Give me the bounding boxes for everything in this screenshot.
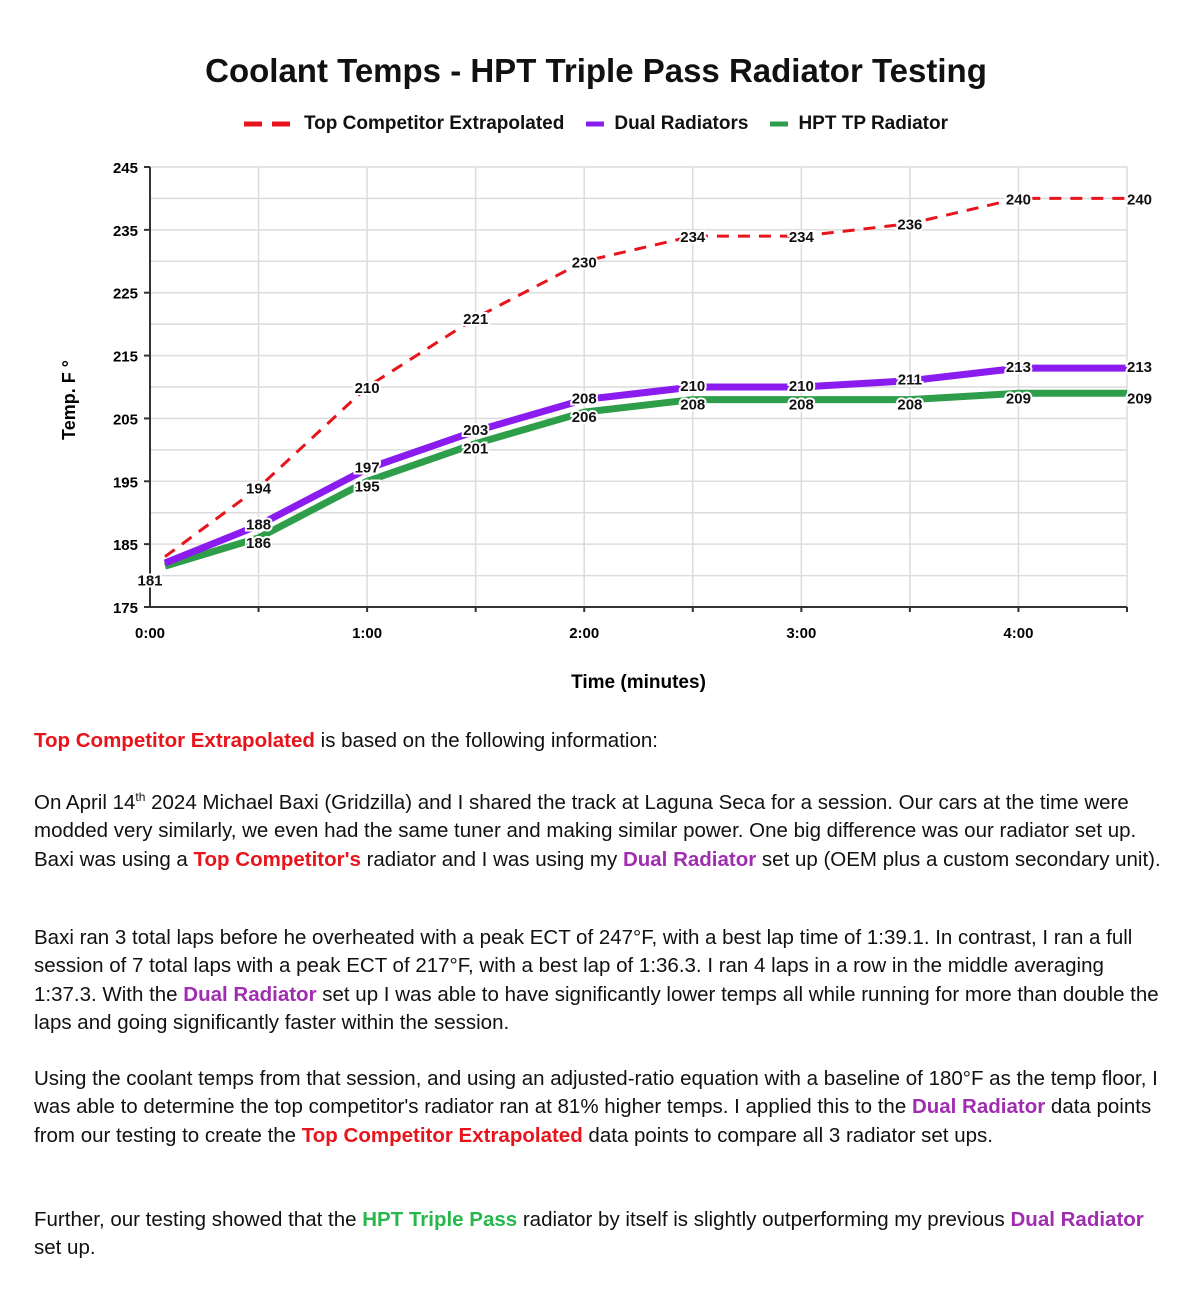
highlight-competitor: Top Competitor Extrapolated (34, 729, 315, 752)
data-label: 195 (355, 478, 380, 495)
data-label: 201 (463, 441, 488, 458)
x-axis-label: Time (minutes) (571, 672, 706, 693)
text: Using the coolant temps from that sessio… (34, 1067, 1158, 1119)
y-tick-label: 205 (113, 411, 138, 428)
text: set up I was able to have significantly … (34, 982, 1159, 1035)
chart-title: Coolant Temps - HPT Triple Pass Radiator… (205, 52, 987, 89)
data-label: 203 (463, 422, 488, 439)
data-label: 236 (897, 217, 922, 234)
y-tick-label: 185 (113, 537, 138, 554)
data-label: 211 (898, 372, 922, 389)
data-label: 234 (789, 229, 815, 246)
legend-item-competitor: Top Competitor Extrapolated (243, 113, 565, 135)
data-label: 194 (246, 481, 272, 498)
data-label: 210 (680, 378, 705, 395)
text: radiator and I was using my (360, 847, 623, 871)
paragraph-4: Using the coolant temps from that sessio… (34, 1065, 1164, 1150)
chart-legend: Top Competitor Extrapolated Dual Radiato… (0, 113, 1192, 135)
text: data points from our testing to create t… (34, 1095, 1152, 1147)
text: radiator by itself is slightly outperfor… (517, 1208, 1011, 1231)
data-label: 208 (897, 397, 922, 414)
series-line-0 (164, 196, 1127, 558)
data-label: 188 (246, 516, 271, 533)
paragraph-2: On April 14th 2024 Michael Baxi (Gridzil… (34, 783, 1164, 874)
highlight-dual: Dual Radiator (183, 982, 317, 1006)
paragraph-1: Top Competitor Extrapolated is based on … (34, 727, 1164, 755)
x-tick-label: 3:00 (786, 625, 816, 642)
x-tick-label: 0:00 (135, 625, 165, 642)
data-label: 230 (572, 254, 597, 271)
y-tick-label: 245 (113, 160, 138, 177)
x-tick-label: 2:00 (569, 625, 599, 642)
x-tick-label: 1:00 (352, 625, 382, 642)
paragraph-3: Baxi ran 3 total laps before he overheat… (34, 924, 1164, 1038)
data-label: 209 (1127, 390, 1152, 407)
data-label: 221 (463, 311, 488, 328)
highlight-hpt: HPT Triple Pass (362, 1208, 518, 1231)
text: On April 14 (34, 790, 136, 814)
series-line-2 (163, 389, 1127, 570)
y-tick-label: 225 (113, 286, 138, 303)
text: set up. (34, 1236, 96, 1260)
data-label: 234 (680, 229, 706, 246)
data-label: 240 (1127, 191, 1152, 208)
data-label: 206 (572, 409, 597, 426)
paragraph-5: Further, our testing showed that the HPT… (34, 1206, 1164, 1263)
data-label: 208 (572, 391, 597, 408)
highlight-dual: Dual Radiator (911, 1095, 1046, 1119)
text: set up (OEM plus a custom secondary unit… (756, 847, 1161, 871)
y-tick-label: 195 (113, 474, 138, 491)
data-label: 213 (1006, 359, 1031, 376)
y-tick-label: 175 (113, 600, 138, 617)
legend-label: Top Competitor Extrapolated (303, 113, 565, 134)
legend-label: Dual Radiators (614, 113, 749, 134)
legend-item-hpt: HPT TP Radiator (770, 113, 948, 135)
legend-label: HPT TP Radiator (798, 113, 949, 134)
data-label: 208 (680, 397, 705, 414)
highlight-dual: Dual Radiator (1010, 1208, 1144, 1231)
y-axis-label: Temp. F ° (59, 360, 79, 440)
highlight-competitor: Top Competitor's (193, 847, 361, 871)
text: Baxi ran 3 total laps before he overheat… (34, 926, 1133, 1006)
data-label: 210 (355, 380, 380, 397)
line-chart: 175 185 195 205 215 225 235 245 0:00 1:00 2:00 3:00… (59, 160, 1154, 693)
data-label: 197 (355, 460, 380, 477)
highlight-dual: Dual Radiator (622, 847, 757, 871)
legend-item-dual: Dual Radiators (586, 113, 748, 135)
data-label: 213 (1127, 359, 1152, 376)
series-line-1 (163, 364, 1127, 567)
text: data points to compare all 3 radiator se… (582, 1123, 993, 1147)
data-label: 186 (246, 535, 271, 552)
text: 2024 Michael Baxi (Gridzilla) and I shar… (34, 790, 1137, 871)
data-label: 208 (789, 397, 814, 414)
text: th (135, 790, 146, 804)
data-label: 209 (1006, 390, 1031, 407)
highlight-competitor: Top Competitor Extrapolated (301, 1123, 583, 1147)
data-label: 210 (789, 378, 814, 395)
text: is based on the following information: (314, 729, 658, 752)
x-tick-label: 4:00 (1003, 625, 1033, 642)
y-tick-label: 235 (113, 223, 138, 240)
y-tick-label: 215 (113, 349, 138, 366)
text: Further, our testing showed that the (34, 1208, 363, 1231)
data-label: 181 (137, 572, 162, 589)
data-label: 240 (1006, 191, 1031, 208)
